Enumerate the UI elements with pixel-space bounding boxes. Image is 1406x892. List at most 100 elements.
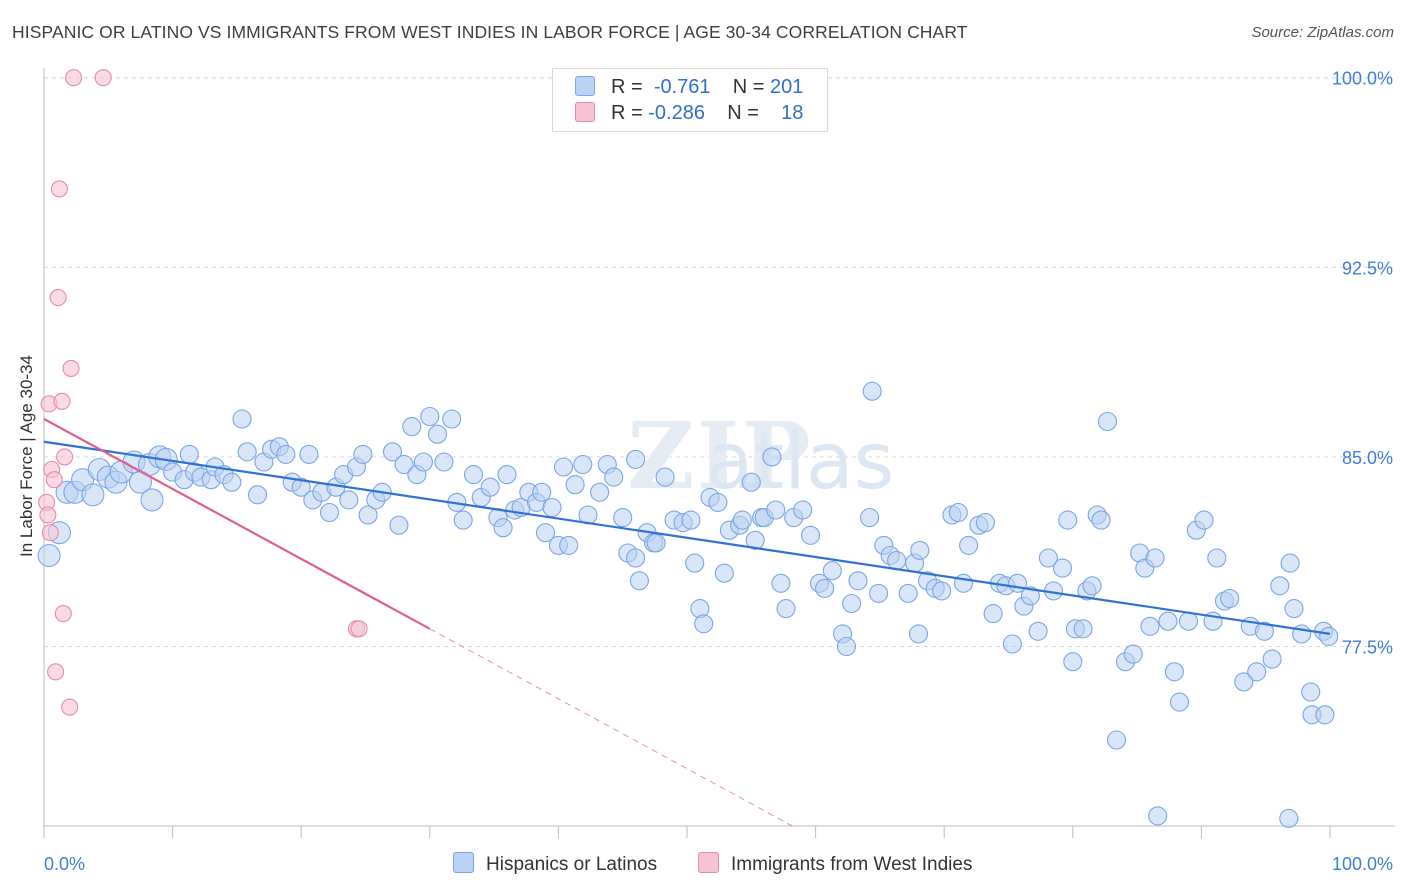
hispanic-point bbox=[232, 409, 252, 429]
hispanic-point bbox=[910, 540, 930, 560]
hispanic-point bbox=[358, 505, 378, 525]
hispanic-point bbox=[626, 548, 646, 568]
hispanic-point bbox=[1164, 662, 1184, 682]
west-indies-point bbox=[61, 698, 79, 716]
legend-r-value: -0.286 bbox=[648, 102, 705, 124]
west-indies-trend-line bbox=[43, 418, 431, 630]
legend-r-value: -0.761 bbox=[653, 76, 711, 98]
hispanic-point bbox=[1315, 705, 1335, 725]
west-indies-point bbox=[41, 524, 59, 542]
west-indies-point bbox=[53, 392, 71, 410]
hispanic-point bbox=[983, 604, 1003, 624]
legend-swatch-blue bbox=[453, 852, 474, 873]
hispanic-point bbox=[708, 492, 728, 512]
hispanic-point bbox=[434, 452, 454, 472]
hispanic-point bbox=[948, 502, 968, 523]
hispanic-point bbox=[1247, 662, 1267, 682]
hispanic-point bbox=[140, 488, 164, 512]
hispanic-point bbox=[932, 581, 952, 601]
y-tick-label: 92.5% bbox=[1342, 258, 1393, 278]
hispanic-point bbox=[1097, 411, 1118, 432]
hispanic-point bbox=[1145, 548, 1165, 568]
hispanic-point bbox=[402, 417, 422, 437]
x-tick-label-left: 0.0% bbox=[44, 854, 85, 874]
y-tick-label: 100.0% bbox=[1332, 69, 1393, 89]
hispanic-point bbox=[222, 472, 242, 492]
west-indies-point bbox=[56, 448, 74, 466]
hispanic-point bbox=[815, 578, 835, 598]
hispanic-point bbox=[741, 472, 761, 492]
hispanic-point bbox=[553, 457, 574, 477]
hispanic-point bbox=[1220, 588, 1240, 609]
chart-title: HISPANIC OR LATINO VS IMMIGRANTS FROM WE… bbox=[12, 22, 968, 42]
hispanic-point bbox=[959, 535, 979, 555]
hispanic-point bbox=[559, 535, 579, 555]
hispanic-point bbox=[1106, 730, 1127, 750]
hispanic-point bbox=[1020, 586, 1040, 606]
hispanic-point bbox=[565, 475, 585, 495]
hispanic-point bbox=[276, 444, 296, 464]
hispanic-point bbox=[1148, 806, 1168, 826]
legend-item-west-indies[interactable]: Immigrants from West Indies bbox=[698, 852, 972, 876]
hispanic-point bbox=[655, 467, 675, 487]
hispanic-point bbox=[1319, 626, 1339, 646]
hispanic-point bbox=[1002, 634, 1022, 654]
hispanic-point bbox=[1178, 611, 1199, 631]
hispanic-point bbox=[1270, 576, 1290, 596]
west-indies-point bbox=[49, 289, 67, 307]
hispanic-point bbox=[848, 571, 868, 591]
hispanic-point bbox=[1073, 619, 1093, 639]
hispanic-point bbox=[532, 482, 552, 502]
legend-item-hispanics[interactable]: Hispanics or Latinos bbox=[453, 852, 657, 876]
hispanic-point bbox=[908, 624, 929, 644]
hispanic-point bbox=[604, 467, 624, 487]
series-legend: Hispanics or Latinos Immigrants from Wes… bbox=[0, 852, 1406, 878]
hispanic-point bbox=[413, 452, 433, 472]
hispanic-point bbox=[394, 454, 414, 475]
west-indies-point bbox=[350, 620, 368, 638]
hispanic-point bbox=[1279, 808, 1299, 828]
hispanic-point bbox=[1284, 599, 1304, 619]
hispanic-point bbox=[179, 444, 199, 464]
hispanic-point bbox=[237, 442, 257, 462]
hispanic-point bbox=[1158, 611, 1178, 631]
west-indies-point bbox=[45, 471, 63, 489]
hispanic-point bbox=[1140, 616, 1160, 636]
hispanic-point bbox=[1038, 548, 1058, 568]
hispanic-point bbox=[463, 465, 484, 485]
hispanic-point bbox=[1028, 621, 1048, 641]
legend-row-hispanics: R = -0.761 N = 201 bbox=[575, 76, 803, 100]
hispanic-point bbox=[953, 573, 974, 593]
legend-row-west-indies: R = -0.286 N = 18 bbox=[575, 102, 803, 126]
west-indies-trend-extension bbox=[429, 628, 793, 827]
tick-labels: 100.0% 92.5% 85.0% 77.5% 0.0% 100.0% bbox=[44, 69, 1393, 874]
axes bbox=[43, 68, 1395, 838]
west-indies-point bbox=[54, 605, 72, 623]
west-indies-point bbox=[50, 180, 68, 198]
hispanic-point bbox=[766, 500, 786, 520]
legend-n-label: N = bbox=[727, 102, 759, 124]
hispanic-point bbox=[1169, 692, 1190, 712]
hispanic-point bbox=[776, 599, 796, 619]
hispanic-point bbox=[590, 482, 610, 502]
hispanic-point bbox=[793, 500, 813, 520]
y-tick-label: 85.0% bbox=[1342, 448, 1393, 468]
hispanic-point bbox=[1058, 510, 1078, 530]
hispanic-point bbox=[613, 508, 633, 528]
hispanic-point bbox=[842, 593, 862, 614]
hispanic-point bbox=[37, 543, 61, 568]
hispanic-point bbox=[382, 442, 403, 462]
legend-swatch-blue bbox=[575, 76, 595, 96]
stats-legend: R = -0.761 N = 201 R = -0.286 N = 18 bbox=[552, 68, 828, 132]
hispanic-point bbox=[542, 497, 562, 518]
hispanic-point bbox=[685, 553, 705, 573]
hispanic-point bbox=[714, 563, 734, 583]
hispanic-point bbox=[493, 518, 513, 538]
hispanic-point bbox=[573, 454, 593, 475]
hispanic-point bbox=[862, 381, 882, 401]
hispanic-point bbox=[629, 571, 649, 591]
legend-label-hispanics: Hispanics or Latinos bbox=[486, 854, 658, 875]
hispanic-point bbox=[497, 465, 517, 485]
hispanic-point bbox=[860, 508, 880, 528]
